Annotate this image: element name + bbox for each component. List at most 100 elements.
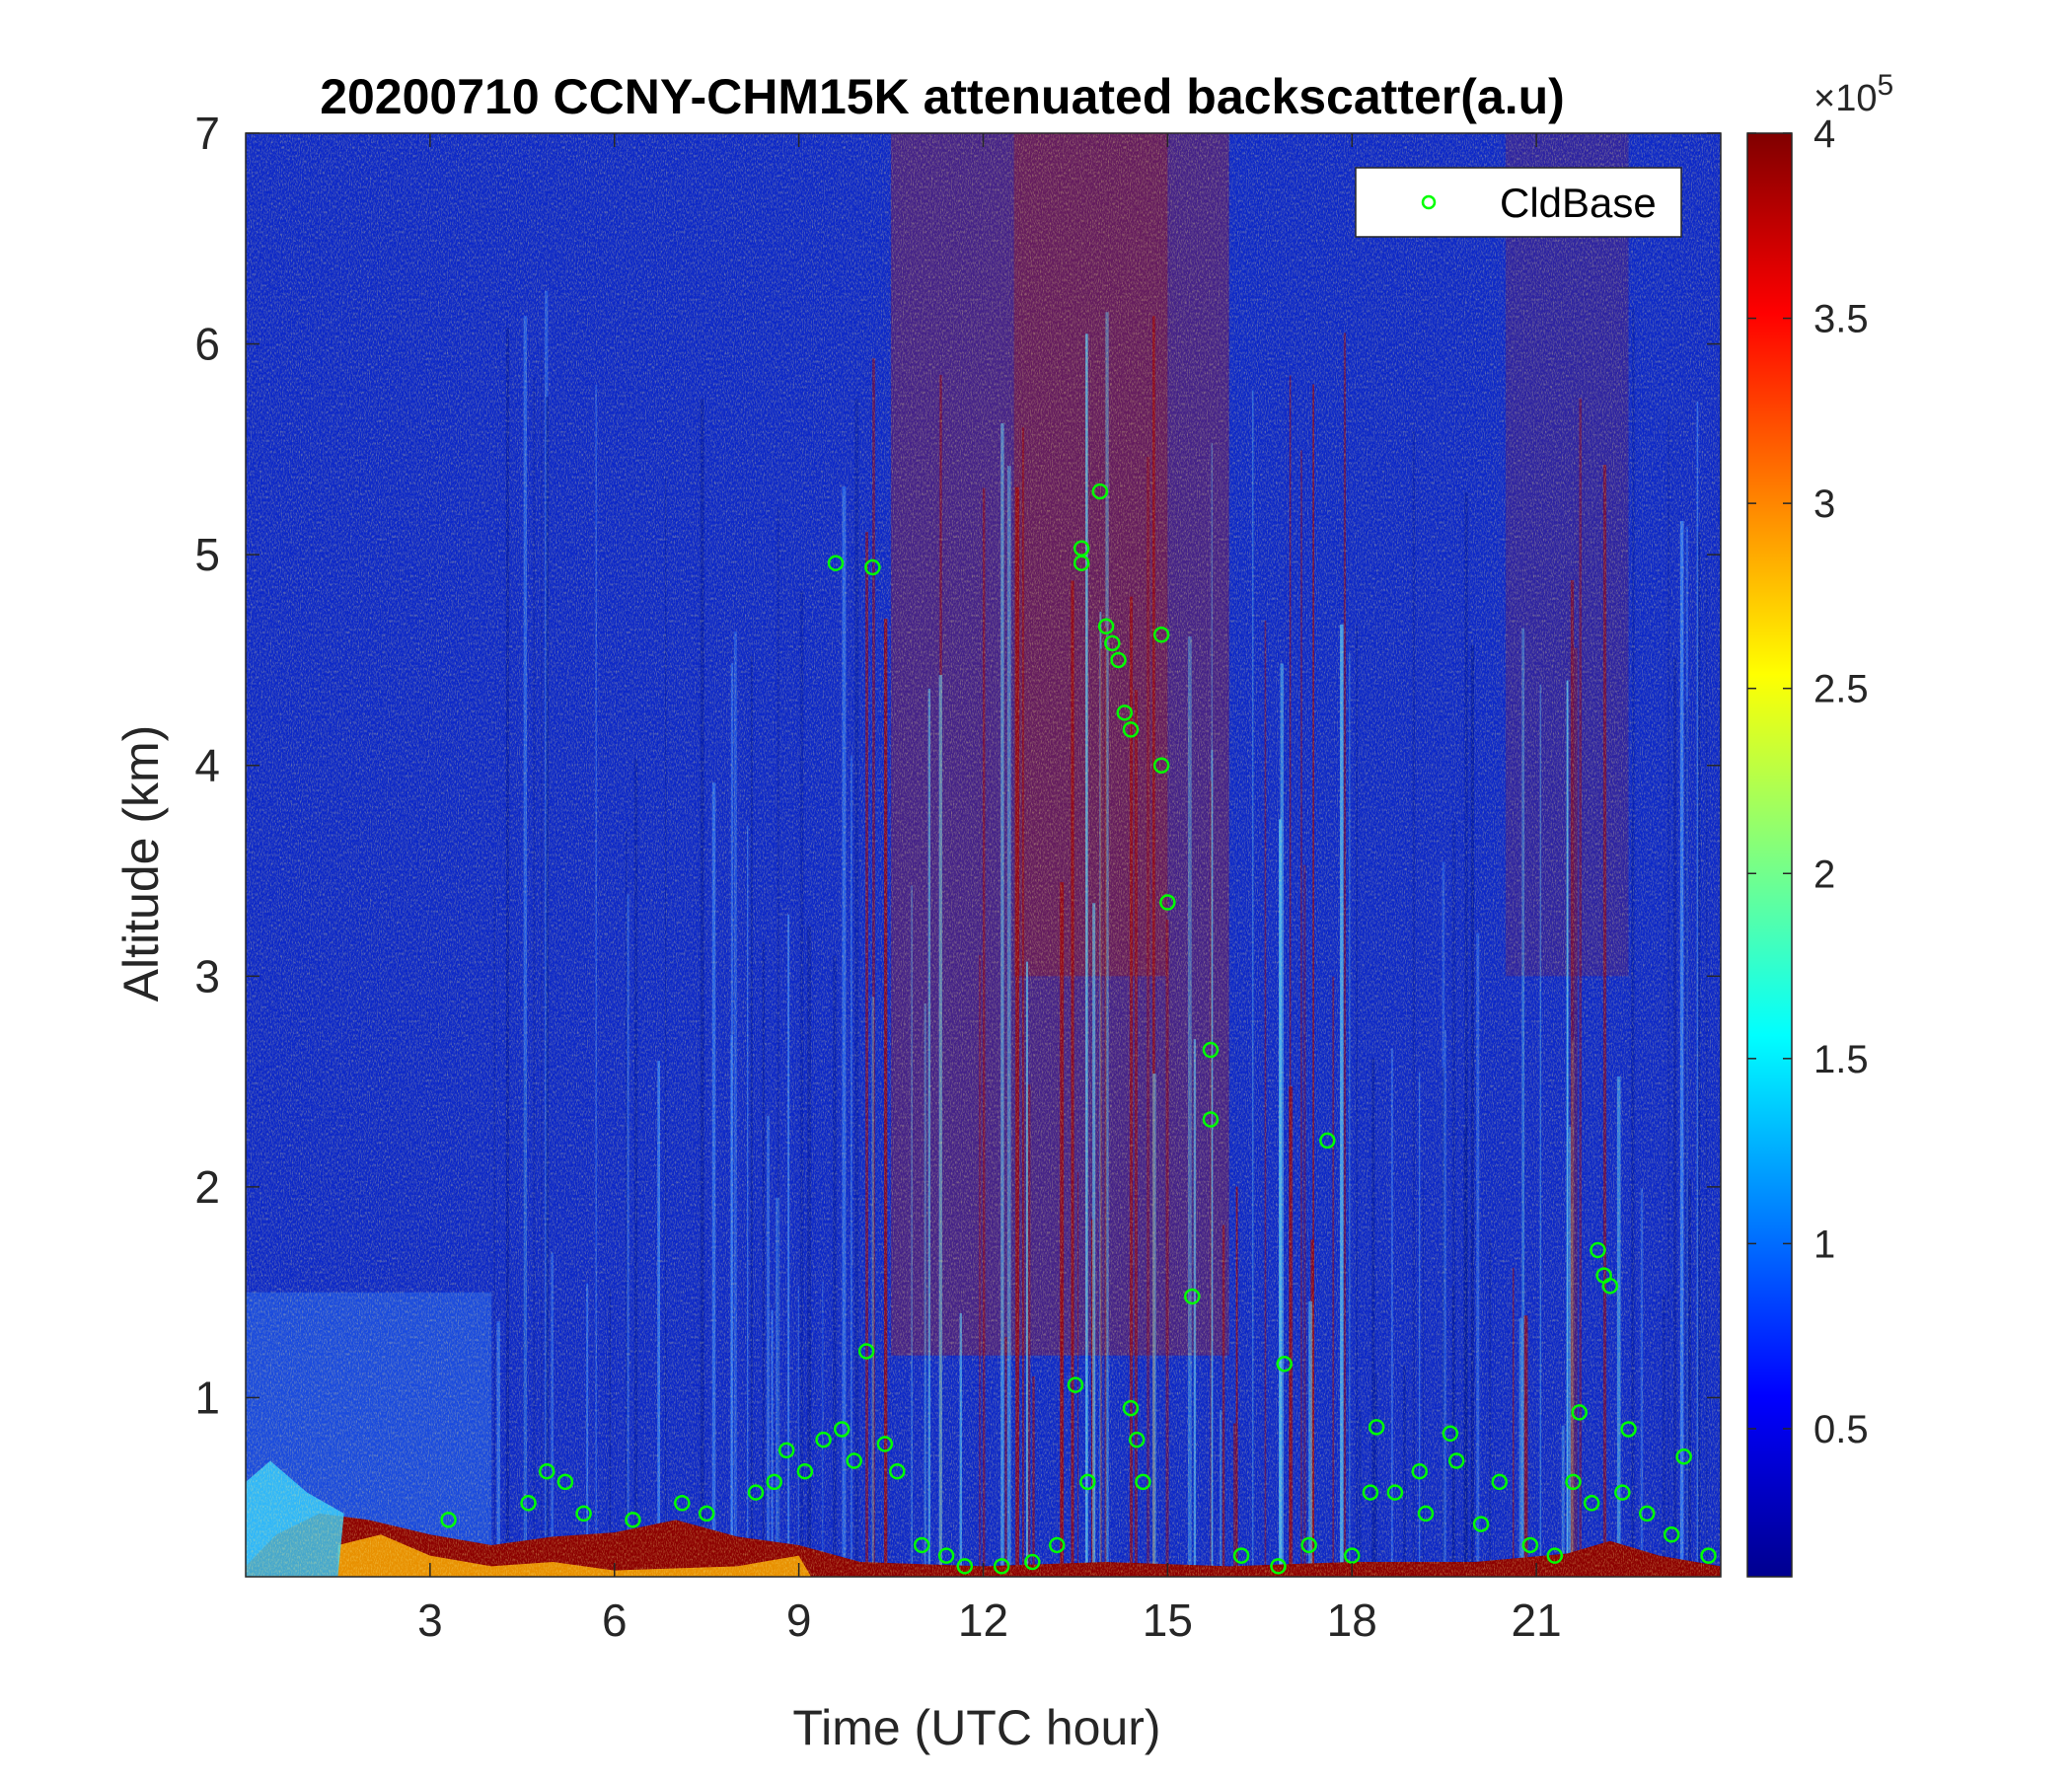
cloud-base-point — [440, 1512, 457, 1528]
cloud-base-point — [827, 555, 845, 571]
cloud-base-point — [1152, 757, 1170, 774]
legend-box — [1355, 167, 1682, 238]
chart-title: 20200710 CCNY-CHM15K attenuated backscat… — [320, 69, 1565, 124]
cloud-base-point — [1411, 1462, 1429, 1480]
cloud-base-point — [1565, 1473, 1582, 1491]
cloud-base-point — [857, 1343, 875, 1360]
cloud-base-point — [1270, 1558, 1287, 1575]
cloud-base-point — [1104, 634, 1121, 652]
cloud-base-point — [1202, 1111, 1220, 1128]
cloud-base-point — [1583, 1494, 1600, 1512]
y-tick-label: 2 — [194, 1161, 220, 1213]
cloud-base-point — [575, 1505, 592, 1522]
cloud-base-point — [1675, 1448, 1692, 1465]
cloud-base-markers — [440, 482, 1717, 1575]
cloud-base-point — [876, 1436, 894, 1452]
colorbar: 0.5 1 1.5 2 2.5 3 3.5 4 ×105 — [1746, 69, 1893, 1578]
cloud-base-point — [747, 1484, 765, 1501]
cloud-base-point — [1232, 1547, 1250, 1564]
cloud-base-point — [674, 1494, 691, 1512]
colorbar-tick-label: 0.5 — [1813, 1408, 1869, 1451]
cloud-base-point — [1135, 1473, 1151, 1491]
cloud-base-point — [625, 1512, 641, 1528]
cloud-base-point — [1491, 1473, 1508, 1491]
cloud-base-point — [1546, 1547, 1564, 1564]
cloud-base-point — [1344, 1547, 1361, 1564]
x-axis-ticks: 3 6 9 12 15 18 21 — [417, 133, 1562, 1646]
cloud-base-point — [556, 1473, 574, 1491]
cloud-base-point — [698, 1505, 715, 1522]
cloud-base-point — [1700, 1547, 1717, 1564]
cloud-base-point — [1202, 1041, 1220, 1059]
cloud-base-point — [1639, 1505, 1656, 1522]
cloud-base-point — [1368, 1419, 1385, 1436]
cloud-base-point — [520, 1494, 537, 1512]
x-tick-label: 21 — [1512, 1595, 1562, 1646]
cloud-base-point — [1079, 1473, 1096, 1491]
x-tick-label: 18 — [1327, 1595, 1377, 1646]
y-tick-label: 6 — [194, 319, 220, 370]
colorbar-exponent: ×105 — [1813, 69, 1893, 119]
cloud-base-point — [1097, 618, 1115, 635]
y-tick-label: 5 — [194, 529, 220, 580]
cloud-base-point — [1067, 1376, 1084, 1393]
legend-marker-icon — [1421, 194, 1437, 210]
cloud-base-point — [1571, 1404, 1588, 1421]
cloud-base-point — [846, 1452, 862, 1469]
x-tick-label: 15 — [1143, 1595, 1193, 1646]
cloud-base-point — [815, 1431, 832, 1448]
x-tick-label: 9 — [786, 1595, 812, 1646]
cloud-base-point — [777, 1442, 795, 1459]
colorbar-tick-label: 4 — [1813, 112, 1835, 156]
cloud-base-point — [1362, 1484, 1379, 1501]
cloud-base-point — [864, 558, 881, 576]
cloud-base-point — [993, 1558, 1010, 1575]
cloud-base-point — [1620, 1421, 1637, 1438]
legend-entry-cldbase: CldBase — [1500, 180, 1657, 226]
heatmap-noise — [246, 133, 1721, 1577]
cloud-base-point — [937, 1547, 955, 1564]
cloud-base-point — [796, 1462, 814, 1480]
colorbar-tick-label: 1 — [1813, 1223, 1835, 1266]
cloud-base-point — [956, 1558, 974, 1575]
cloud-base-point — [1276, 1356, 1293, 1373]
colorbar-tick-label: 3.5 — [1813, 298, 1869, 341]
colorbar-tick-label: 1.5 — [1813, 1038, 1869, 1081]
cloud-base-point — [1472, 1516, 1490, 1532]
y-tick-label: 7 — [194, 108, 220, 159]
cloud-base-point — [1447, 1452, 1465, 1469]
y-tick-label: 1 — [194, 1372, 220, 1423]
y-tick-label: 4 — [194, 740, 220, 791]
plot-area — [246, 133, 1721, 1577]
colorbar-ticks: 0.5 1 1.5 2 2.5 3 3.5 4 — [1747, 112, 1869, 1451]
cloud-base-point — [1049, 1536, 1066, 1554]
colorbar-gradient — [1746, 132, 1793, 1578]
y-axis-ticks: 1 2 3 4 5 6 7 — [194, 108, 1721, 1423]
x-axis-label: Time (UTC hour) — [792, 1700, 1160, 1755]
cloud-base-point — [1521, 1536, 1539, 1554]
cloud-base-point — [1073, 555, 1090, 571]
cloud-base-point — [1590, 1241, 1606, 1259]
cloud-base-point — [1122, 721, 1140, 738]
cloud-base-point — [1152, 627, 1170, 643]
x-tick-label: 3 — [417, 1595, 443, 1646]
cloud-base-point — [1601, 1278, 1619, 1295]
cloud-base-point — [1159, 894, 1176, 911]
cloud-base-point — [1184, 1288, 1201, 1305]
colorbar-tick-label: 3 — [1813, 482, 1835, 526]
y-axis-label: Altitude (km) — [113, 725, 169, 1002]
cloud-base-point — [538, 1462, 555, 1480]
x-tick-label: 12 — [958, 1595, 1008, 1646]
colorbar-tick-label: 2 — [1813, 853, 1835, 896]
cloud-base-point — [1417, 1505, 1435, 1522]
cloud-base-point — [766, 1473, 782, 1491]
cloud-base-point — [1614, 1484, 1631, 1501]
legend: CldBase — [1355, 167, 1682, 238]
cloud-base-point — [1663, 1526, 1680, 1543]
x-tick-label: 6 — [602, 1595, 628, 1646]
cloud-base-point — [1091, 482, 1109, 500]
cloud-base-point — [1442, 1425, 1459, 1443]
cloud-base-point — [1024, 1553, 1041, 1571]
y-tick-label: 3 — [194, 950, 220, 1002]
cloud-base-point — [1319, 1132, 1336, 1150]
